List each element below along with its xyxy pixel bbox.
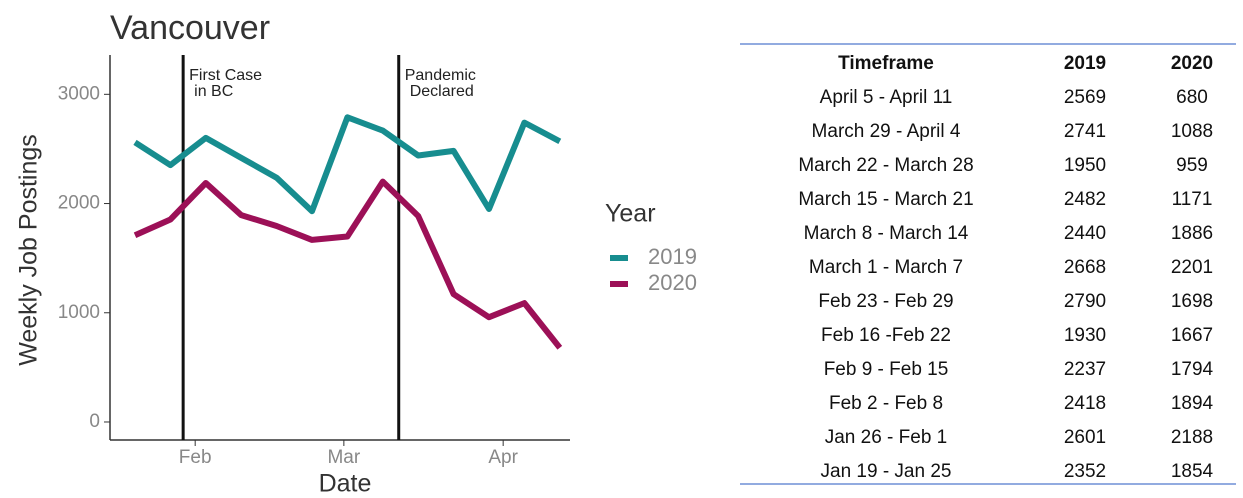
x-tick-label: Apr	[488, 447, 518, 468]
chart-title: Vancouver	[110, 9, 270, 47]
series-line	[133, 114, 562, 215]
table-cell: 2482	[1064, 189, 1106, 210]
y-tick-label: 0	[89, 411, 100, 432]
series-line	[133, 178, 563, 350]
table-cell: 2440	[1064, 223, 1106, 244]
table-cell: March 15 - March 21	[798, 189, 973, 210]
annotation: Declared	[410, 83, 474, 100]
table-cell: 2569	[1064, 87, 1106, 108]
table-cell: 1698	[1171, 291, 1213, 312]
legend-title: Year	[605, 200, 656, 228]
table-cell: 1088	[1171, 121, 1213, 142]
table-cell: 680	[1176, 87, 1208, 108]
y-axis-label: Weekly Job Postings	[15, 134, 43, 366]
table-cell: 1667	[1171, 325, 1213, 346]
x-tick-label: Feb	[179, 447, 212, 468]
table-header: 2019	[1064, 53, 1106, 74]
table-header: 2020	[1171, 53, 1213, 74]
table-cell: 2741	[1064, 121, 1106, 142]
table-cell: 2601	[1064, 427, 1106, 448]
table-cell: 1854	[1171, 461, 1214, 482]
table-cell: 959	[1176, 155, 1208, 176]
table-cell: 1794	[1171, 359, 1214, 380]
x-axis-label: Date	[319, 470, 372, 498]
table-cell: 2418	[1064, 393, 1106, 414]
legend-label: 2019	[648, 244, 697, 269]
table-cell: 2352	[1064, 461, 1106, 482]
table-cell: 1171	[1172, 189, 1213, 210]
table-cell: Jan 19 - Jan 25	[821, 461, 952, 482]
table-cell: April 5 - April 11	[820, 87, 953, 108]
table-cell: 2188	[1171, 427, 1213, 448]
table-cell: 2668	[1064, 257, 1106, 278]
x-tick-label: Mar	[327, 447, 360, 468]
table-cell: 1886	[1171, 223, 1213, 244]
legend-label: 2020	[648, 270, 697, 295]
table-cell: 1894	[1171, 393, 1214, 414]
table-cell: 1930	[1064, 325, 1106, 346]
annotation: First Case	[189, 67, 262, 84]
table-cell: 1950	[1064, 155, 1106, 176]
table-cell: Feb 16 -Feb 22	[821, 325, 951, 346]
y-tick-label: 1000	[58, 302, 100, 323]
table: Timeframe 2019 2020 April 5 - April 11 2569…	[798, 53, 1213, 482]
y-tick-label: 3000	[58, 83, 100, 104]
annotation: in BC	[194, 83, 233, 100]
table-cell: 2237	[1064, 359, 1106, 380]
table-cell: March 8 - March 14	[804, 223, 969, 244]
table-cell: March 1 - March 7	[809, 257, 963, 278]
table-cell: March 22 - March 28	[798, 155, 973, 176]
table-cell: 2201	[1171, 257, 1213, 278]
table-cell: March 29 - April 4	[812, 121, 961, 142]
table-header: Timeframe	[838, 53, 934, 74]
table-cell: 2790	[1064, 291, 1106, 312]
table-cell: Feb 23 - Feb 29	[818, 291, 953, 312]
table-cell: Feb 2 - Feb 8	[829, 393, 943, 414]
table-cell: Feb 9 - Feb 15	[824, 359, 949, 380]
table-cell: Jan 26 - Feb 1	[825, 427, 948, 448]
y-tick-label: 2000	[58, 193, 100, 214]
annotation: Pandemic	[405, 67, 476, 84]
